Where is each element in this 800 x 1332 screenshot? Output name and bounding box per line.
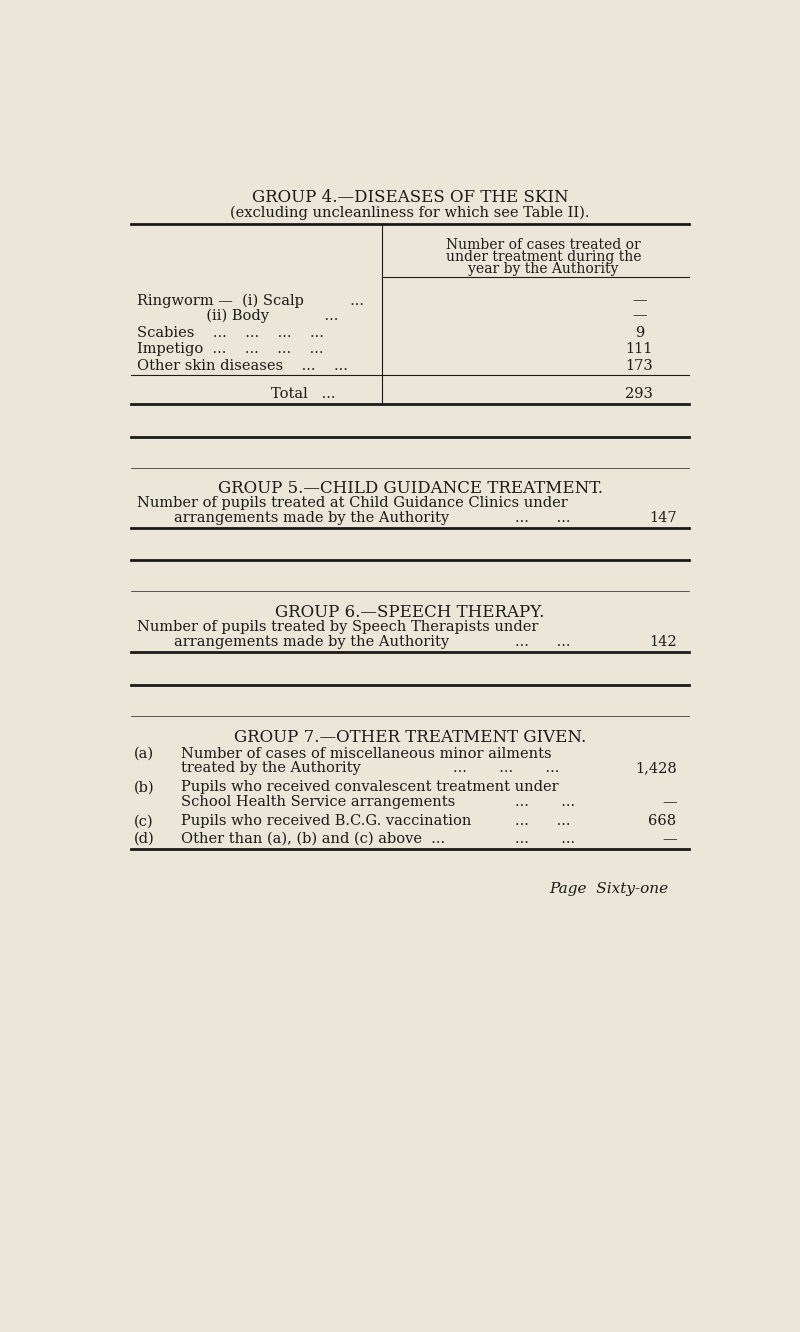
- Text: —: —: [632, 309, 646, 322]
- Text: 147: 147: [649, 510, 677, 525]
- Text: Other skin diseases    ...    ...: Other skin diseases ... ...: [138, 358, 348, 373]
- Text: ...       ...: ... ...: [515, 831, 575, 846]
- Text: 1,428: 1,428: [635, 761, 677, 775]
- Text: 142: 142: [649, 635, 677, 649]
- Text: year by the Authority: year by the Authority: [468, 262, 618, 277]
- Text: Total   ...: Total ...: [271, 386, 336, 401]
- Text: (b): (b): [134, 781, 154, 794]
- Text: arrangements made by the Authority: arrangements made by the Authority: [174, 510, 450, 525]
- Text: 9: 9: [634, 326, 644, 340]
- Text: 293: 293: [626, 386, 654, 401]
- Text: GROUP 5.—CHILD GUIDANCE TREATMENT.: GROUP 5.—CHILD GUIDANCE TREATMENT.: [218, 480, 602, 497]
- Text: Number of pupils treated by Speech Therapists under: Number of pupils treated by Speech Thera…: [138, 621, 538, 634]
- Text: ...       ...       ...: ... ... ...: [454, 761, 560, 775]
- Text: —: —: [662, 831, 677, 846]
- Text: GROUP 7.—OTHER TREATMENT GIVEN.: GROUP 7.—OTHER TREATMENT GIVEN.: [234, 729, 586, 746]
- Text: Number of pupils treated at Child Guidance Clinics under: Number of pupils treated at Child Guidan…: [138, 497, 568, 510]
- Text: Pupils who received convalescent treatment under: Pupils who received convalescent treatme…: [181, 781, 558, 794]
- Text: 111: 111: [626, 342, 653, 357]
- Text: (c): (c): [134, 814, 154, 829]
- Text: Number of cases treated or: Number of cases treated or: [446, 238, 641, 252]
- Text: —: —: [632, 293, 646, 308]
- Text: Number of cases of miscellaneous minor ailments: Number of cases of miscellaneous minor a…: [181, 746, 551, 761]
- Text: GROUP 6.—SPEECH THERAPY.: GROUP 6.—SPEECH THERAPY.: [275, 603, 545, 621]
- Text: Ringworm —  (i) Scalp          ...: Ringworm — (i) Scalp ...: [138, 293, 364, 308]
- Text: (d): (d): [134, 831, 155, 846]
- Text: Pupils who received B.C.G. vaccination: Pupils who received B.C.G. vaccination: [181, 814, 471, 829]
- Text: (ii) Body            ...: (ii) Body ...: [138, 309, 338, 322]
- Text: ...      ...: ... ...: [515, 635, 571, 649]
- Text: —: —: [662, 795, 677, 809]
- Text: GROUP 4.—DISEASES OF THE SKIN: GROUP 4.—DISEASES OF THE SKIN: [252, 189, 568, 205]
- Text: ...       ...: ... ...: [515, 795, 575, 809]
- Text: treated by the Authority: treated by the Authority: [181, 761, 360, 775]
- Text: under treatment during the: under treatment during the: [446, 250, 641, 264]
- Text: 173: 173: [626, 358, 654, 373]
- Text: Page  Sixty-one: Page Sixty-one: [549, 882, 668, 896]
- Text: (excluding uncleanliness for which see Table II).: (excluding uncleanliness for which see T…: [230, 206, 590, 220]
- Text: 668: 668: [649, 814, 677, 829]
- Text: arrangements made by the Authority: arrangements made by the Authority: [174, 635, 450, 649]
- Text: ...      ...: ... ...: [515, 510, 571, 525]
- Text: ...      ...: ... ...: [515, 814, 571, 829]
- Text: Other than (a), (b) and (c) above  ...: Other than (a), (b) and (c) above ...: [181, 831, 445, 846]
- Text: (a): (a): [134, 746, 154, 761]
- Text: Scabies    ...    ...    ...    ...: Scabies ... ... ... ...: [138, 326, 324, 340]
- Text: School Health Service arrangements: School Health Service arrangements: [181, 795, 455, 809]
- Text: Impetigo  ...    ...    ...    ...: Impetigo ... ... ... ...: [138, 342, 324, 357]
